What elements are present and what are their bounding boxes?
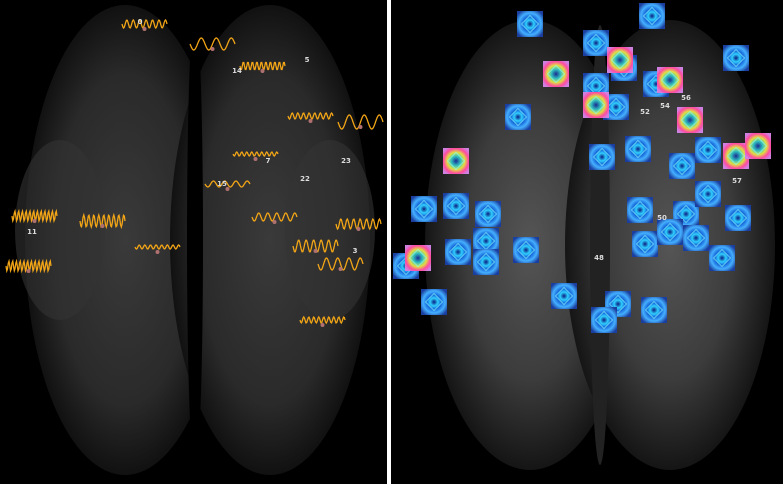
map-diamond [554,286,574,306]
electrode-label: 0 [138,18,143,26]
electrode [32,219,37,223]
map-diamond [606,97,626,117]
divider [387,0,391,484]
map-diamond [586,95,606,115]
map-diamond [424,292,444,312]
trace [335,217,382,231]
left-brain [0,0,388,484]
trace [299,315,346,325]
map-diamond [476,231,496,251]
map-diamond [628,139,648,159]
trace [232,151,279,157]
electrode [253,157,258,161]
map-diamond [726,146,746,166]
map-diamond [660,70,680,90]
trace [251,212,298,222]
trace [287,111,334,121]
electrode [272,220,277,224]
map-diamond [698,184,718,204]
electrode [26,269,31,273]
electrode-label: 15 [217,180,227,188]
electrode-label: 7 [266,157,271,165]
map-diamond [680,110,700,130]
map-diamond [610,50,630,70]
electrode-label: 22 [300,175,310,183]
map-diamond [476,252,496,272]
map-diamond [686,228,706,248]
trace [11,208,58,224]
map-diamond [594,310,614,330]
map-diamond [446,196,466,216]
map-diamond [546,64,566,84]
map-diamond [520,14,540,34]
electrode-label: 54 [660,102,670,110]
trace [292,239,339,253]
electrode-label: 23 [341,157,351,165]
electrode [155,250,160,254]
electrode-label: 56 [681,94,691,102]
electrode [100,224,105,228]
map-diamond [408,248,428,268]
map-diamond [446,151,466,171]
signal-traces [5,18,384,327]
electrode [320,323,325,327]
trace [239,61,286,71]
electrode-label: 5 [305,56,310,64]
electrode-label: 57 [732,177,742,185]
electrode-label: 14 [232,67,242,75]
map-diamond [726,48,746,68]
map-diamond [516,240,536,260]
electrode-label: 52 [640,108,650,116]
trace [134,244,181,250]
trace [5,258,52,274]
map-diamond [630,200,650,220]
map-diamond [698,140,718,160]
map-diamond [676,204,696,224]
electrode [225,187,230,191]
map-diamond [644,300,664,320]
map-diamond [642,6,662,26]
activation-maps [393,3,771,333]
map-diamond [660,222,680,242]
electrode-label: 3 [353,247,358,255]
map-diamond [728,208,748,228]
map-diamond [748,136,768,156]
electrode-label: 50 [657,214,667,222]
map-diamond [414,199,434,219]
electrode [313,249,318,253]
electrode [358,125,363,129]
map-diamond [448,242,468,262]
trace [317,257,364,271]
trace [121,18,168,30]
map-diamond [712,248,732,268]
electrode [356,227,361,231]
map-diamond [586,76,606,96]
trace [79,212,126,230]
map-diamond [672,156,692,176]
map-diamond [635,234,655,254]
electrode [338,267,343,271]
electrode [210,47,215,51]
trace [337,114,384,130]
electrode [260,69,265,73]
electrode-label: 11 [27,228,37,236]
map-diamond [586,33,606,53]
map-diamond [478,204,498,224]
map-diamond [592,147,612,167]
electrode [308,119,313,123]
trace [204,180,251,188]
electrode [142,27,147,31]
map-diamond [508,107,528,127]
electrode-label: 48 [594,254,604,262]
trace [189,37,236,51]
